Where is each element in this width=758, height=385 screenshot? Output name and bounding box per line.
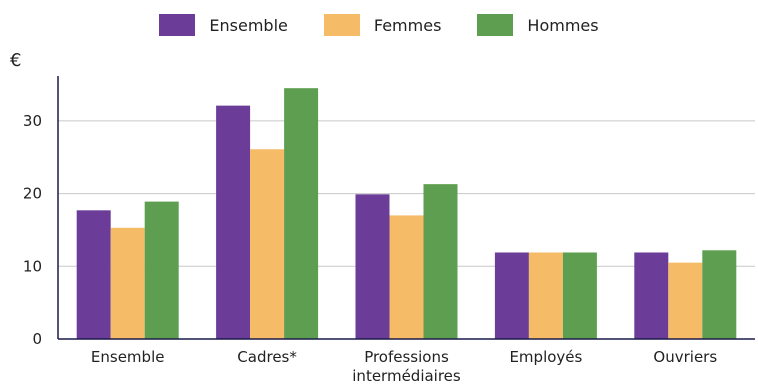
- legend-item-ensemble: Ensemble: [159, 14, 288, 36]
- bar-hommes-4: [702, 250, 737, 339]
- x-tick-label: Employés: [509, 348, 582, 366]
- bar-ensemble-1: [216, 105, 251, 339]
- y-tick-label: 0: [32, 330, 42, 348]
- y-tick-label: 10: [23, 257, 42, 275]
- bar-hommes-2: [423, 184, 458, 339]
- legend-swatch-femmes: [323, 14, 360, 36]
- bar-hommes-0: [144, 201, 179, 339]
- bar-femmes-3: [528, 252, 563, 339]
- legend-label-ensemble: Ensemble: [209, 15, 288, 35]
- bar-femmes-4: [668, 262, 703, 339]
- legend-swatch-ensemble: [159, 14, 196, 36]
- legend: Ensemble Femmes Hommes: [0, 14, 758, 36]
- bar-femmes-0: [110, 227, 145, 339]
- bar-hommes-1: [284, 88, 319, 339]
- x-tick-label: Ensemble: [91, 348, 165, 366]
- bar-hommes-3: [562, 252, 597, 339]
- legend-item-hommes: Hommes: [477, 14, 599, 36]
- bar-ensemble-3: [494, 252, 529, 339]
- y-tick-label: 20: [23, 185, 42, 203]
- bar-femmes-2: [389, 215, 424, 339]
- bar-ensemble-0: [76, 210, 111, 339]
- x-tick-label: Ouvriers: [653, 348, 717, 366]
- bar-femmes-1: [250, 149, 285, 339]
- legend-label-hommes: Hommes: [527, 15, 599, 35]
- x-tick-label: Cadres*: [237, 348, 297, 366]
- bar-ensemble-4: [634, 252, 669, 339]
- bar-ensemble-2: [355, 194, 390, 339]
- legend-item-femmes: Femmes: [323, 14, 442, 36]
- x-tick-label: Professions: [364, 348, 449, 366]
- legend-label-femmes: Femmes: [373, 15, 442, 35]
- legend-swatch-hommes: [477, 14, 514, 36]
- y-axis-label: €: [10, 50, 22, 71]
- y-tick-label: 30: [23, 112, 42, 130]
- x-tick-label: intermédiaires: [352, 367, 461, 385]
